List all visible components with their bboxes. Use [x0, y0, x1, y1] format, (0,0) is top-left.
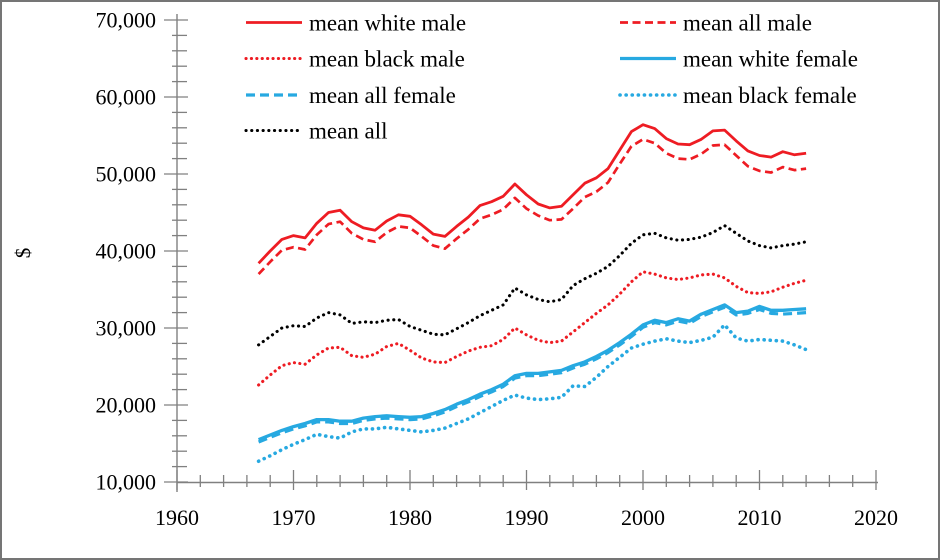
- y-tick-label: 10,000: [96, 470, 157, 495]
- legend-label-mean-all-male: mean all male: [683, 11, 812, 36]
- y-tick-label: 60,000: [96, 85, 157, 110]
- series-line-mean-all-male: [257, 137, 807, 276]
- x-tick-label: 1980: [388, 505, 432, 530]
- y-tick-label: 20,000: [96, 393, 157, 418]
- legend-label-mean-all: mean all: [309, 119, 388, 144]
- y-tick-label: 30,000: [96, 316, 157, 341]
- y-tick-label: 70,000: [96, 8, 157, 33]
- y-axis-title: $: [11, 248, 35, 259]
- x-tick-label: 2020: [854, 505, 898, 530]
- series-line-mean-black-male: [257, 270, 808, 387]
- series-line-mean-all: [257, 224, 808, 347]
- series-line-mean-all-female: [257, 305, 807, 444]
- x-tick-label: 1960: [155, 505, 199, 530]
- x-tick-label: 2010: [738, 505, 782, 530]
- legend-label-mean-all-female: mean all female: [309, 83, 456, 108]
- series-line-mean-white-male: [257, 123, 807, 265]
- y-tick-label: 50,000: [96, 162, 157, 187]
- x-tick-label: 1970: [272, 505, 316, 530]
- x-tick-label: 1990: [505, 505, 549, 530]
- legend-label-mean-black-male: mean black male: [309, 47, 465, 72]
- y-tick-label: 40,000: [96, 239, 157, 264]
- legend-label-mean-black-female: mean black female: [683, 83, 857, 108]
- series-line-mean-black-female: [256, 323, 808, 464]
- legend-label-mean-white-male: mean white male: [309, 11, 466, 36]
- x-tick-label: 2000: [621, 505, 665, 530]
- legend-label-mean-white-female: mean white female: [683, 47, 858, 72]
- series-line-mean-white-female: [257, 303, 807, 442]
